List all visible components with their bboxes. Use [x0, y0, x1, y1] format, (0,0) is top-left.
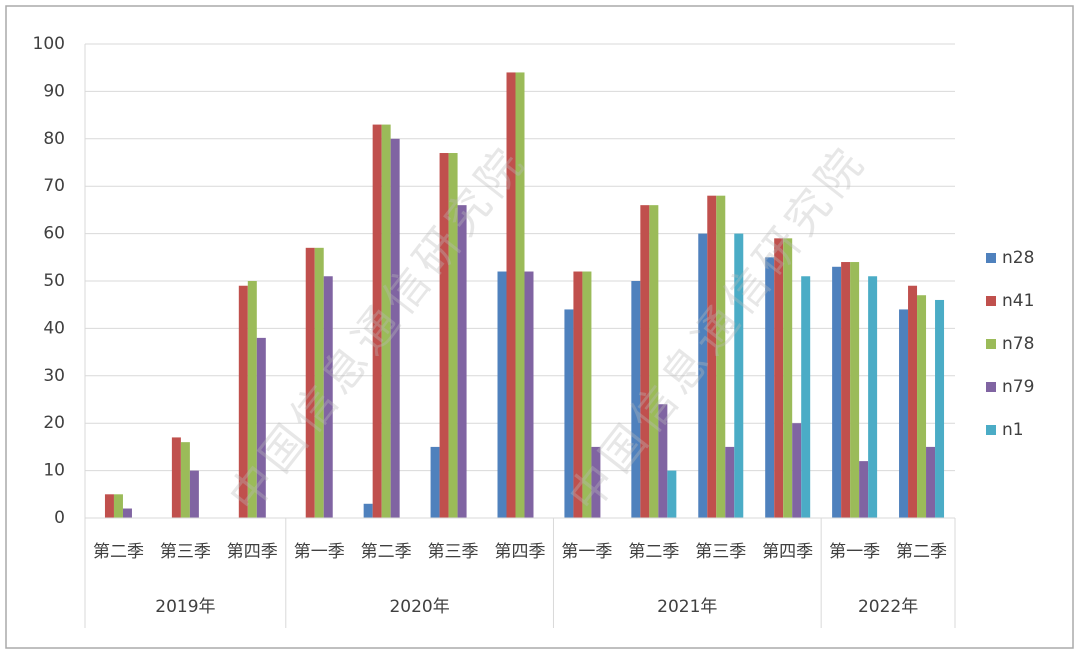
- bar: [448, 153, 458, 518]
- bar: [640, 205, 650, 518]
- bar: [859, 461, 869, 518]
- bar: [430, 446, 440, 518]
- bar: [363, 503, 373, 518]
- bar: [868, 276, 878, 518]
- legend-label: n78: [1002, 334, 1034, 354]
- legend-label: n28: [1002, 248, 1034, 268]
- bar: [122, 508, 132, 518]
- group-label: 2019年: [155, 597, 215, 617]
- bar: [582, 271, 592, 518]
- bar: [658, 404, 668, 518]
- bar: [238, 285, 248, 518]
- bar: [698, 233, 708, 518]
- bar: [725, 446, 735, 518]
- bar: [524, 271, 534, 518]
- legend-label: n41: [1002, 291, 1034, 311]
- bar: [899, 309, 909, 518]
- y-tick-label: 60: [43, 224, 65, 244]
- group-label: 2022年: [858, 597, 918, 617]
- bar: [935, 299, 945, 518]
- bar: [314, 247, 324, 518]
- x-tick-label: 第四季: [227, 542, 278, 562]
- x-tick-label: 第二季: [361, 542, 412, 562]
- legend-swatch: [986, 296, 996, 306]
- bar: [801, 276, 811, 518]
- x-tick-label: 第一季: [561, 542, 612, 562]
- bar: [774, 238, 784, 518]
- bar: [631, 281, 641, 518]
- bar: [515, 72, 525, 518]
- bar: [247, 281, 257, 518]
- bar: [323, 276, 333, 518]
- bar: [189, 470, 199, 518]
- x-tick-label: 第一季: [829, 542, 880, 562]
- bar: [667, 470, 677, 518]
- bar: [707, 195, 717, 518]
- legend-swatch: [986, 253, 996, 263]
- group-label: 2021年: [657, 597, 717, 617]
- bar: [390, 138, 400, 519]
- bar: [180, 442, 190, 518]
- x-tick-label: 第四季: [762, 542, 813, 562]
- x-tick-label: 第三季: [160, 542, 211, 562]
- group-label: 2020年: [389, 597, 449, 617]
- bar: [734, 233, 744, 518]
- y-tick-label: 20: [43, 413, 65, 433]
- bar: [591, 446, 601, 518]
- y-tick-label: 100: [33, 34, 65, 54]
- bar: [765, 257, 775, 518]
- bar: [564, 309, 574, 518]
- y-tick-label: 10: [43, 461, 65, 481]
- y-tick-label: 0: [54, 508, 65, 528]
- x-tick-label: 第三季: [428, 542, 479, 562]
- y-tick-label: 50: [43, 271, 65, 291]
- y-tick-label: 30: [43, 366, 65, 386]
- bar: [457, 205, 467, 518]
- legend-swatch: [986, 425, 996, 435]
- x-tick-label: 第二季: [93, 542, 144, 562]
- bar: [372, 124, 382, 518]
- bar: [649, 205, 659, 518]
- bar: [113, 494, 123, 518]
- bar: [497, 271, 507, 518]
- legend-label: n79: [1002, 377, 1034, 397]
- bar: [832, 266, 842, 518]
- x-tick-label: 第一季: [294, 542, 345, 562]
- legend-swatch: [986, 382, 996, 392]
- bar: [104, 494, 114, 518]
- bar: [908, 285, 918, 518]
- bar: [506, 72, 516, 518]
- x-tick-label: 第四季: [495, 542, 546, 562]
- bar: [917, 295, 927, 518]
- bar: [439, 153, 449, 518]
- bar: [256, 337, 266, 518]
- x-tick-label: 第二季: [896, 542, 947, 562]
- bar: [716, 195, 726, 518]
- bar: [305, 247, 315, 518]
- y-tick-label: 40: [43, 318, 65, 338]
- bar: [783, 238, 793, 518]
- chart-frame: [5, 5, 1074, 649]
- bar: [850, 262, 860, 518]
- y-tick-label: 90: [43, 81, 65, 101]
- x-tick-label: 第三季: [695, 542, 746, 562]
- legend-swatch: [986, 339, 996, 349]
- y-tick-label: 80: [43, 129, 65, 149]
- bar: [171, 437, 181, 518]
- x-tick-label: 第二季: [628, 542, 679, 562]
- y-tick-label: 70: [43, 176, 65, 196]
- bar: [573, 271, 583, 518]
- legend-label: n1: [1002, 420, 1024, 440]
- bar: [841, 262, 851, 518]
- bar: [792, 423, 802, 518]
- bar: [381, 124, 391, 518]
- bar: [926, 446, 936, 518]
